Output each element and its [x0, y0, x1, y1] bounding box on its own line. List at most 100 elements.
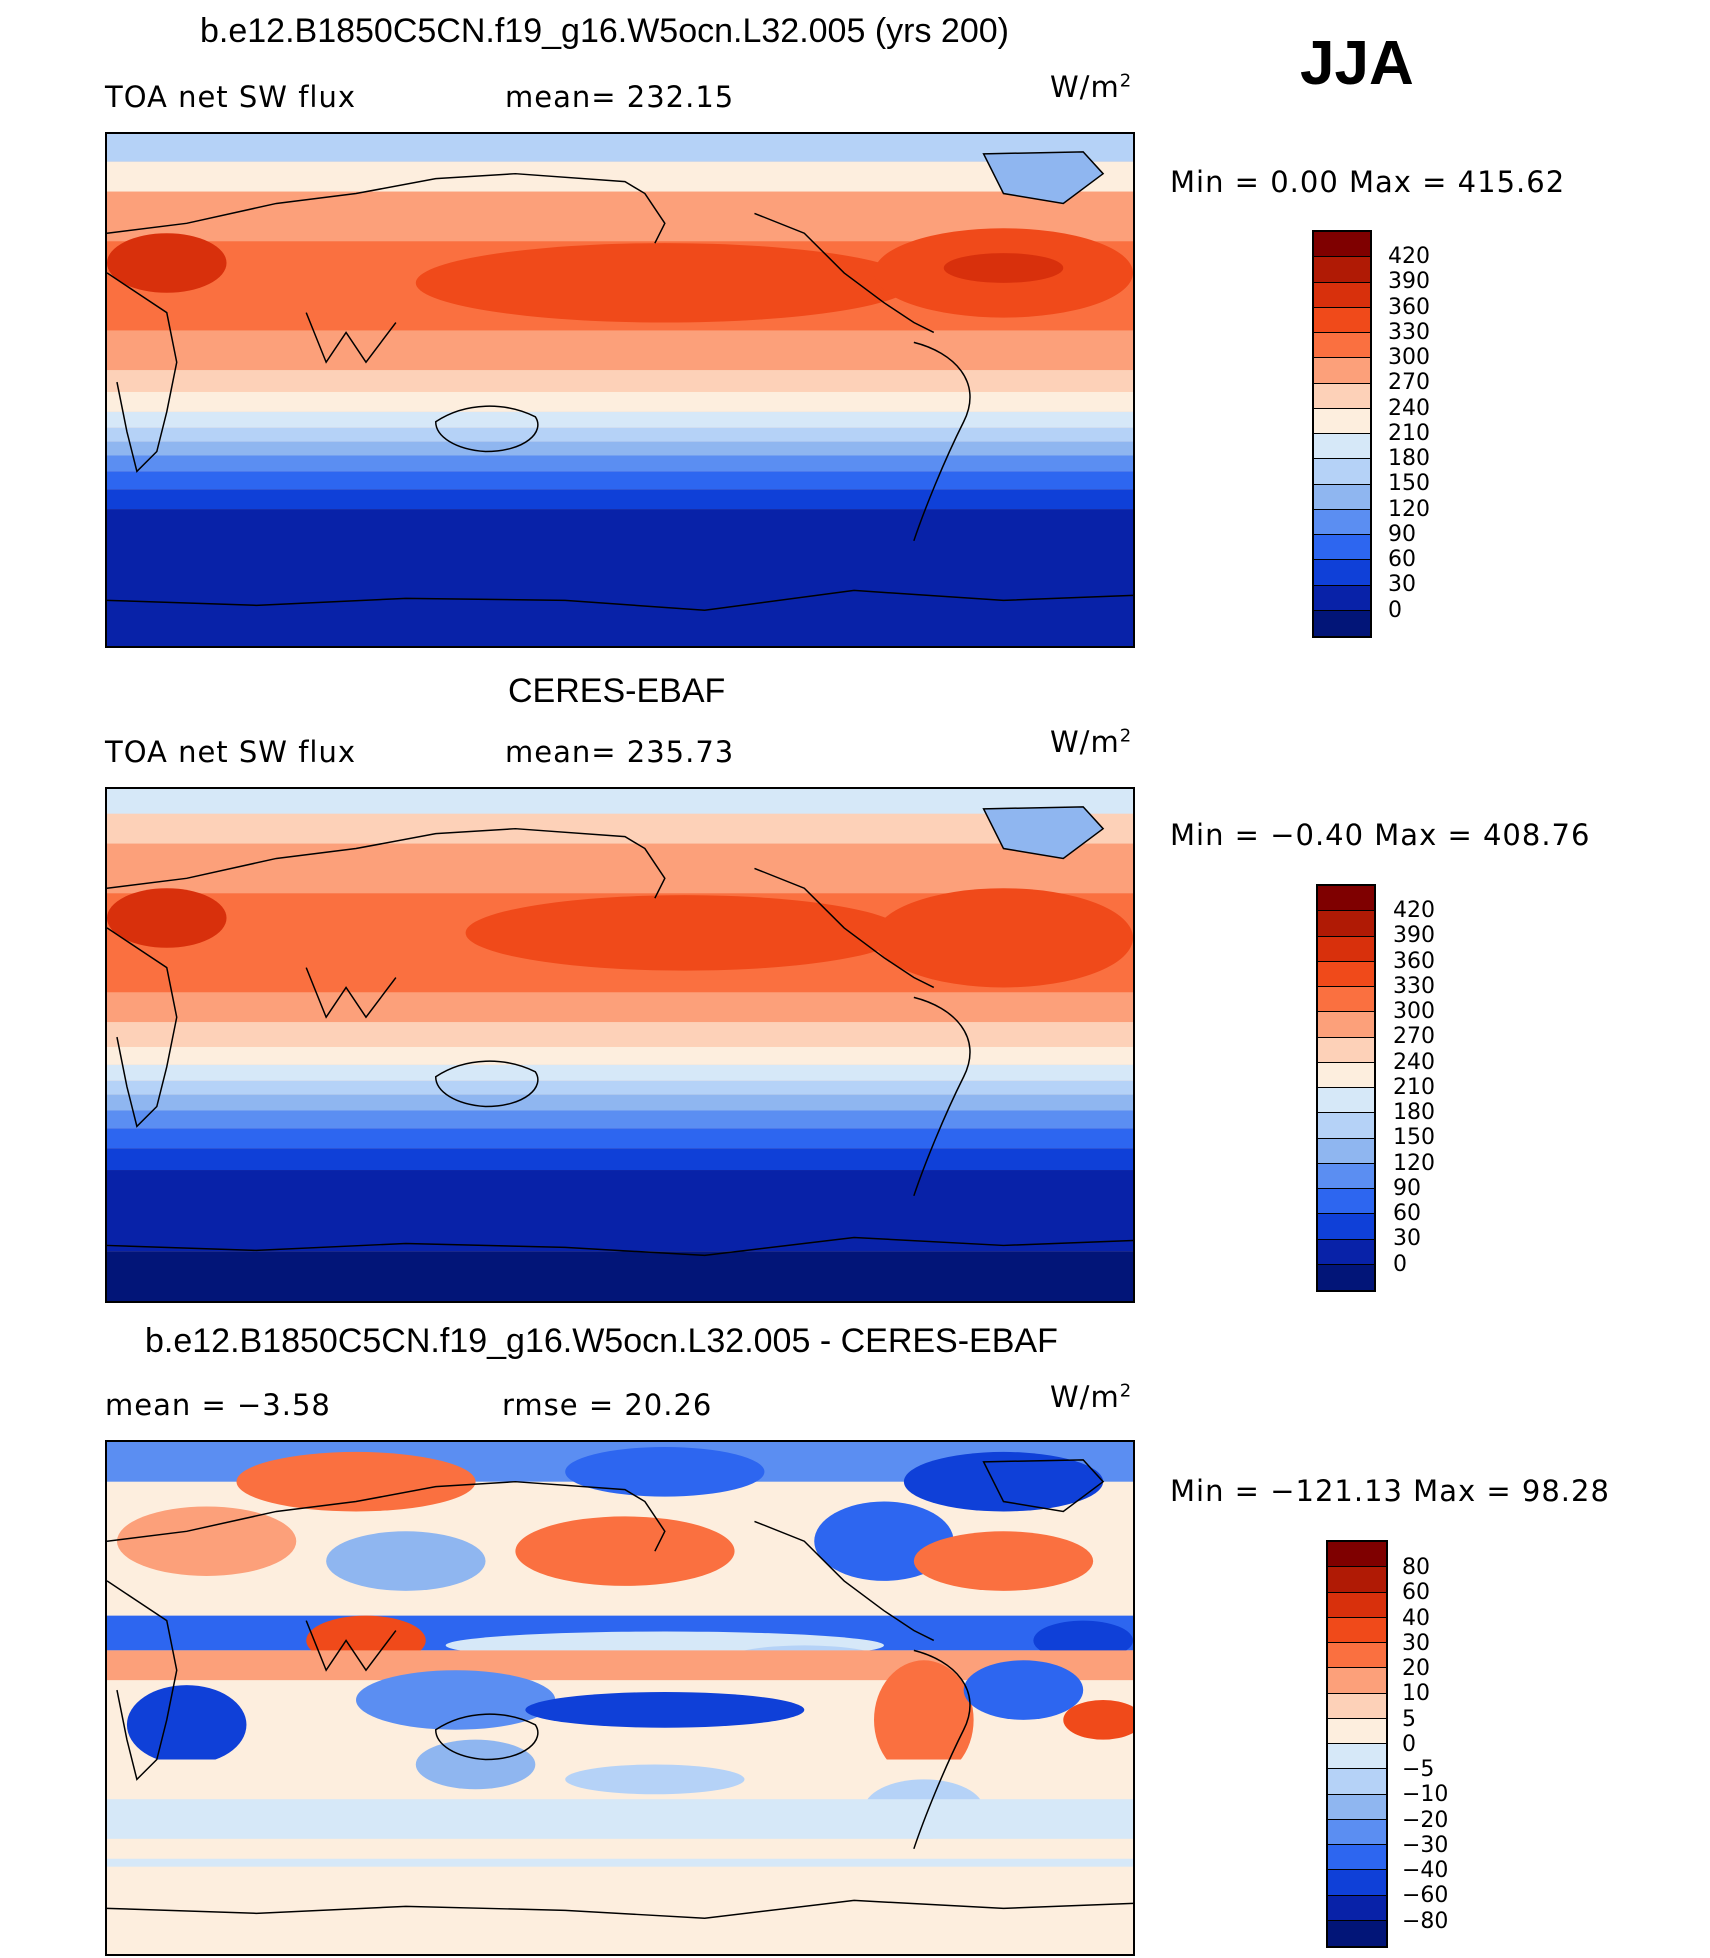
colorbar-swatch [1314, 257, 1370, 283]
panel1-unit: W/m2 [1050, 70, 1133, 104]
colorbar-tick-label: −80 [1402, 1908, 1449, 1934]
panel2-mean-label: mean= 235.73 [505, 735, 735, 769]
colorbar-swatch [1318, 1012, 1374, 1038]
panel3-title: b.e12.B1850C5CN.f19_g16.W5ocn.L32.005 - … [145, 1322, 1058, 1360]
colorbar-swatch [1328, 1870, 1386, 1896]
colorbar-swatch [1314, 307, 1370, 333]
colorbar-tick-label: 210 [1393, 1074, 1435, 1100]
season-label: JJA [1300, 29, 1414, 98]
colorbar-tick-label: 120 [1388, 496, 1430, 522]
colorbar-tick-label: 20 [1402, 1656, 1430, 1681]
colorbar-swatch [1318, 1264, 1374, 1290]
panel1-title: b.e12.B1850C5CN.f19_g16.W5ocn.L32.005 (y… [200, 12, 1009, 50]
colorbar-swatch [1314, 509, 1370, 535]
colorbar-tick-label: −40 [1402, 1858, 1449, 1883]
colorbar-tick-label: 60 [1393, 1201, 1421, 1226]
colorbar-swatch [1318, 911, 1374, 937]
colorbar-swatch [1328, 1769, 1386, 1795]
colorbar-tick-label: 300 [1388, 345, 1430, 370]
panel1-minmax: Min = 0.00 Max = 415.62 [1170, 165, 1566, 199]
colorbar-tick-label: 240 [1393, 1049, 1435, 1075]
colorbar-swatch [1314, 333, 1370, 359]
colorbar-tick-label: 90 [1393, 1175, 1421, 1201]
colorbar-swatch [1328, 1845, 1386, 1871]
panel3-minmax: Min = −121.13 Max = 98.28 [1170, 1474, 1610, 1508]
colorbar-swatch [1328, 1819, 1386, 1845]
colorbar-tick-label: 390 [1388, 269, 1430, 295]
colorbar-tick-label: 0 [1402, 1731, 1416, 1757]
colorbar-swatch [1328, 1617, 1386, 1643]
colorbar-tick-label: 90 [1388, 521, 1416, 547]
panel1-variable-label: TOA net SW flux [105, 80, 357, 114]
panel1-map [105, 132, 1135, 648]
colorbar-swatch [1318, 1163, 1374, 1189]
colorbar-swatch [1314, 484, 1370, 510]
colorbar-swatch [1314, 282, 1370, 308]
colorbar-tick-label: 420 [1388, 244, 1430, 269]
panel2-unit: W/m2 [1050, 725, 1133, 759]
colorbar-swatch [1328, 1567, 1386, 1593]
colorbar-tick-label: 270 [1388, 370, 1430, 396]
colorbar-tick-label: 80 [1402, 1555, 1430, 1580]
colorbar-swatch [1314, 585, 1370, 611]
colorbar-tick-label: 10 [1402, 1681, 1430, 1707]
colorbar-swatch [1328, 1693, 1386, 1719]
panel3-rmse-label: rmse = 20.26 [502, 1388, 713, 1422]
colorbar-tick-label: 390 [1393, 923, 1435, 949]
colorbar-tick-label: 5 [1402, 1706, 1416, 1732]
colorbar-tick-label: 420 [1393, 898, 1435, 923]
colorbar-swatch [1328, 1920, 1386, 1946]
colorbar-swatch [1318, 987, 1374, 1013]
panel2-map [105, 787, 1135, 1303]
colorbar-tick-label: 0 [1388, 597, 1402, 623]
panel2-colorbar-segments [1318, 886, 1374, 1290]
colorbar-swatch [1318, 1088, 1374, 1114]
colorbar-tick-label: 270 [1393, 1024, 1435, 1050]
colorbar-tick-label: 150 [1393, 1125, 1435, 1151]
colorbar-swatch [1328, 1794, 1386, 1820]
colorbar-tick-label: 120 [1393, 1150, 1435, 1176]
colorbar-tick-label: 180 [1388, 446, 1430, 471]
colorbar-swatch [1318, 961, 1374, 987]
colorbar-tick-label: 0 [1393, 1251, 1407, 1277]
panel2-minmax: Min = −0.40 Max = 408.76 [1170, 818, 1591, 852]
panel2-title: CERES-EBAF [508, 672, 726, 710]
colorbar-swatch [1318, 1062, 1374, 1088]
colorbar-tick-label: 240 [1388, 395, 1430, 421]
colorbar-swatch [1318, 1239, 1374, 1265]
colorbar-tick-label: −60 [1402, 1883, 1449, 1909]
colorbar-swatch [1318, 1037, 1374, 1063]
colorbar-swatch [1328, 1592, 1386, 1618]
panel1-colorbar-segments [1314, 232, 1370, 636]
colorbar-tick-label: 60 [1388, 547, 1416, 572]
colorbar-swatch [1314, 408, 1370, 434]
colorbar-swatch [1328, 1643, 1386, 1669]
colorbar-tick-label: 30 [1402, 1630, 1430, 1656]
colorbar-swatch [1318, 1113, 1374, 1139]
colorbar-tick-label: 30 [1393, 1226, 1421, 1252]
colorbar-swatch [1328, 1744, 1386, 1770]
colorbar-swatch [1318, 1214, 1374, 1240]
colorbar-swatch [1314, 459, 1370, 485]
panel3-unit: W/m2 [1050, 1380, 1133, 1414]
colorbar-tick-label: 360 [1388, 294, 1430, 320]
colorbar-swatch [1314, 560, 1370, 586]
panel3-colorbar-segments [1328, 1542, 1386, 1946]
colorbar-tick-label: 330 [1393, 973, 1435, 999]
colorbar-swatch [1314, 232, 1370, 258]
colorbar-tick-label: −10 [1402, 1782, 1449, 1808]
panel1-mean-label: mean= 232.15 [505, 80, 735, 114]
colorbar-tick-label: 360 [1393, 948, 1435, 974]
panel2-colorbar [1316, 884, 1376, 1292]
colorbar-swatch [1328, 1895, 1386, 1921]
colorbar-swatch [1318, 936, 1374, 962]
colorbar-tick-label: 180 [1393, 1100, 1435, 1125]
colorbar-tick-label: 150 [1388, 471, 1430, 497]
panel3-colorbar [1326, 1540, 1388, 1948]
colorbar-tick-label: −30 [1402, 1832, 1449, 1858]
colorbar-swatch [1318, 1189, 1374, 1215]
colorbar-swatch [1314, 383, 1370, 409]
colorbar-swatch [1318, 886, 1374, 912]
colorbar-tick-label: 330 [1388, 319, 1430, 345]
colorbar-tick-label: 210 [1388, 420, 1430, 446]
